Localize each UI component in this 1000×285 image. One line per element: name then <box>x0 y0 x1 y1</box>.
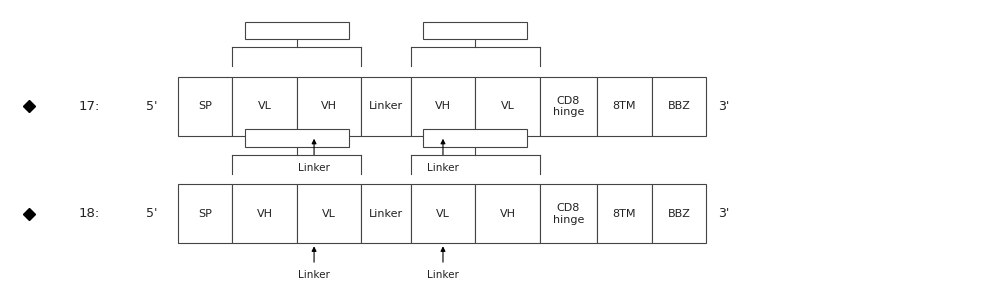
Text: 17:: 17: <box>79 100 100 113</box>
Bar <box>232 77 297 136</box>
Bar <box>245 129 349 147</box>
Text: VL: VL <box>436 209 450 219</box>
Text: Linker: Linker <box>427 163 459 173</box>
Text: 5': 5' <box>146 100 158 113</box>
Text: 3': 3' <box>718 207 730 220</box>
Text: VH: VH <box>435 101 451 111</box>
Bar <box>423 129 527 147</box>
Bar <box>652 77 706 136</box>
Bar <box>361 77 411 136</box>
Bar <box>652 184 706 243</box>
Bar <box>361 184 411 243</box>
Text: VL: VL <box>501 101 514 111</box>
Text: Linker: Linker <box>298 163 330 173</box>
Bar <box>597 77 652 136</box>
Text: BBZ: BBZ <box>668 101 690 111</box>
Text: 8TM: 8TM <box>613 209 636 219</box>
Bar <box>232 184 297 243</box>
Text: SP: SP <box>198 209 212 219</box>
Bar <box>178 184 232 243</box>
Text: 5': 5' <box>146 207 158 220</box>
Bar <box>597 184 652 243</box>
Bar <box>178 77 232 136</box>
Bar <box>475 184 540 243</box>
Text: 3': 3' <box>718 100 730 113</box>
Text: CD22-ScFv: CD22-ScFv <box>266 133 327 143</box>
Text: CD19-ScFv: CD19-ScFv <box>266 25 327 35</box>
Text: VH: VH <box>499 209 515 219</box>
Bar <box>475 77 540 136</box>
Bar <box>540 184 597 243</box>
Text: VL: VL <box>322 209 336 219</box>
Text: Linker: Linker <box>369 209 403 219</box>
Text: VL: VL <box>258 101 271 111</box>
Text: Linker: Linker <box>427 270 459 280</box>
Text: CD8
hinge: CD8 hinge <box>553 203 584 225</box>
Bar <box>540 77 597 136</box>
Text: Linker: Linker <box>298 270 330 280</box>
Bar <box>411 77 475 136</box>
Bar <box>297 184 361 243</box>
Bar <box>297 77 361 136</box>
Text: BBZ: BBZ <box>668 209 690 219</box>
Text: Linker: Linker <box>369 101 403 111</box>
Text: CD22-ScFv: CD22-ScFv <box>445 25 506 35</box>
Text: 18:: 18: <box>79 207 100 220</box>
Bar <box>411 184 475 243</box>
Text: 8TM: 8TM <box>613 101 636 111</box>
Bar <box>245 22 349 39</box>
Text: CD8
hinge: CD8 hinge <box>553 95 584 117</box>
Text: CD19-ScFv: CD19-ScFv <box>445 133 506 143</box>
Text: VH: VH <box>256 209 272 219</box>
Text: SP: SP <box>198 101 212 111</box>
Bar <box>423 22 527 39</box>
Text: VH: VH <box>321 101 337 111</box>
